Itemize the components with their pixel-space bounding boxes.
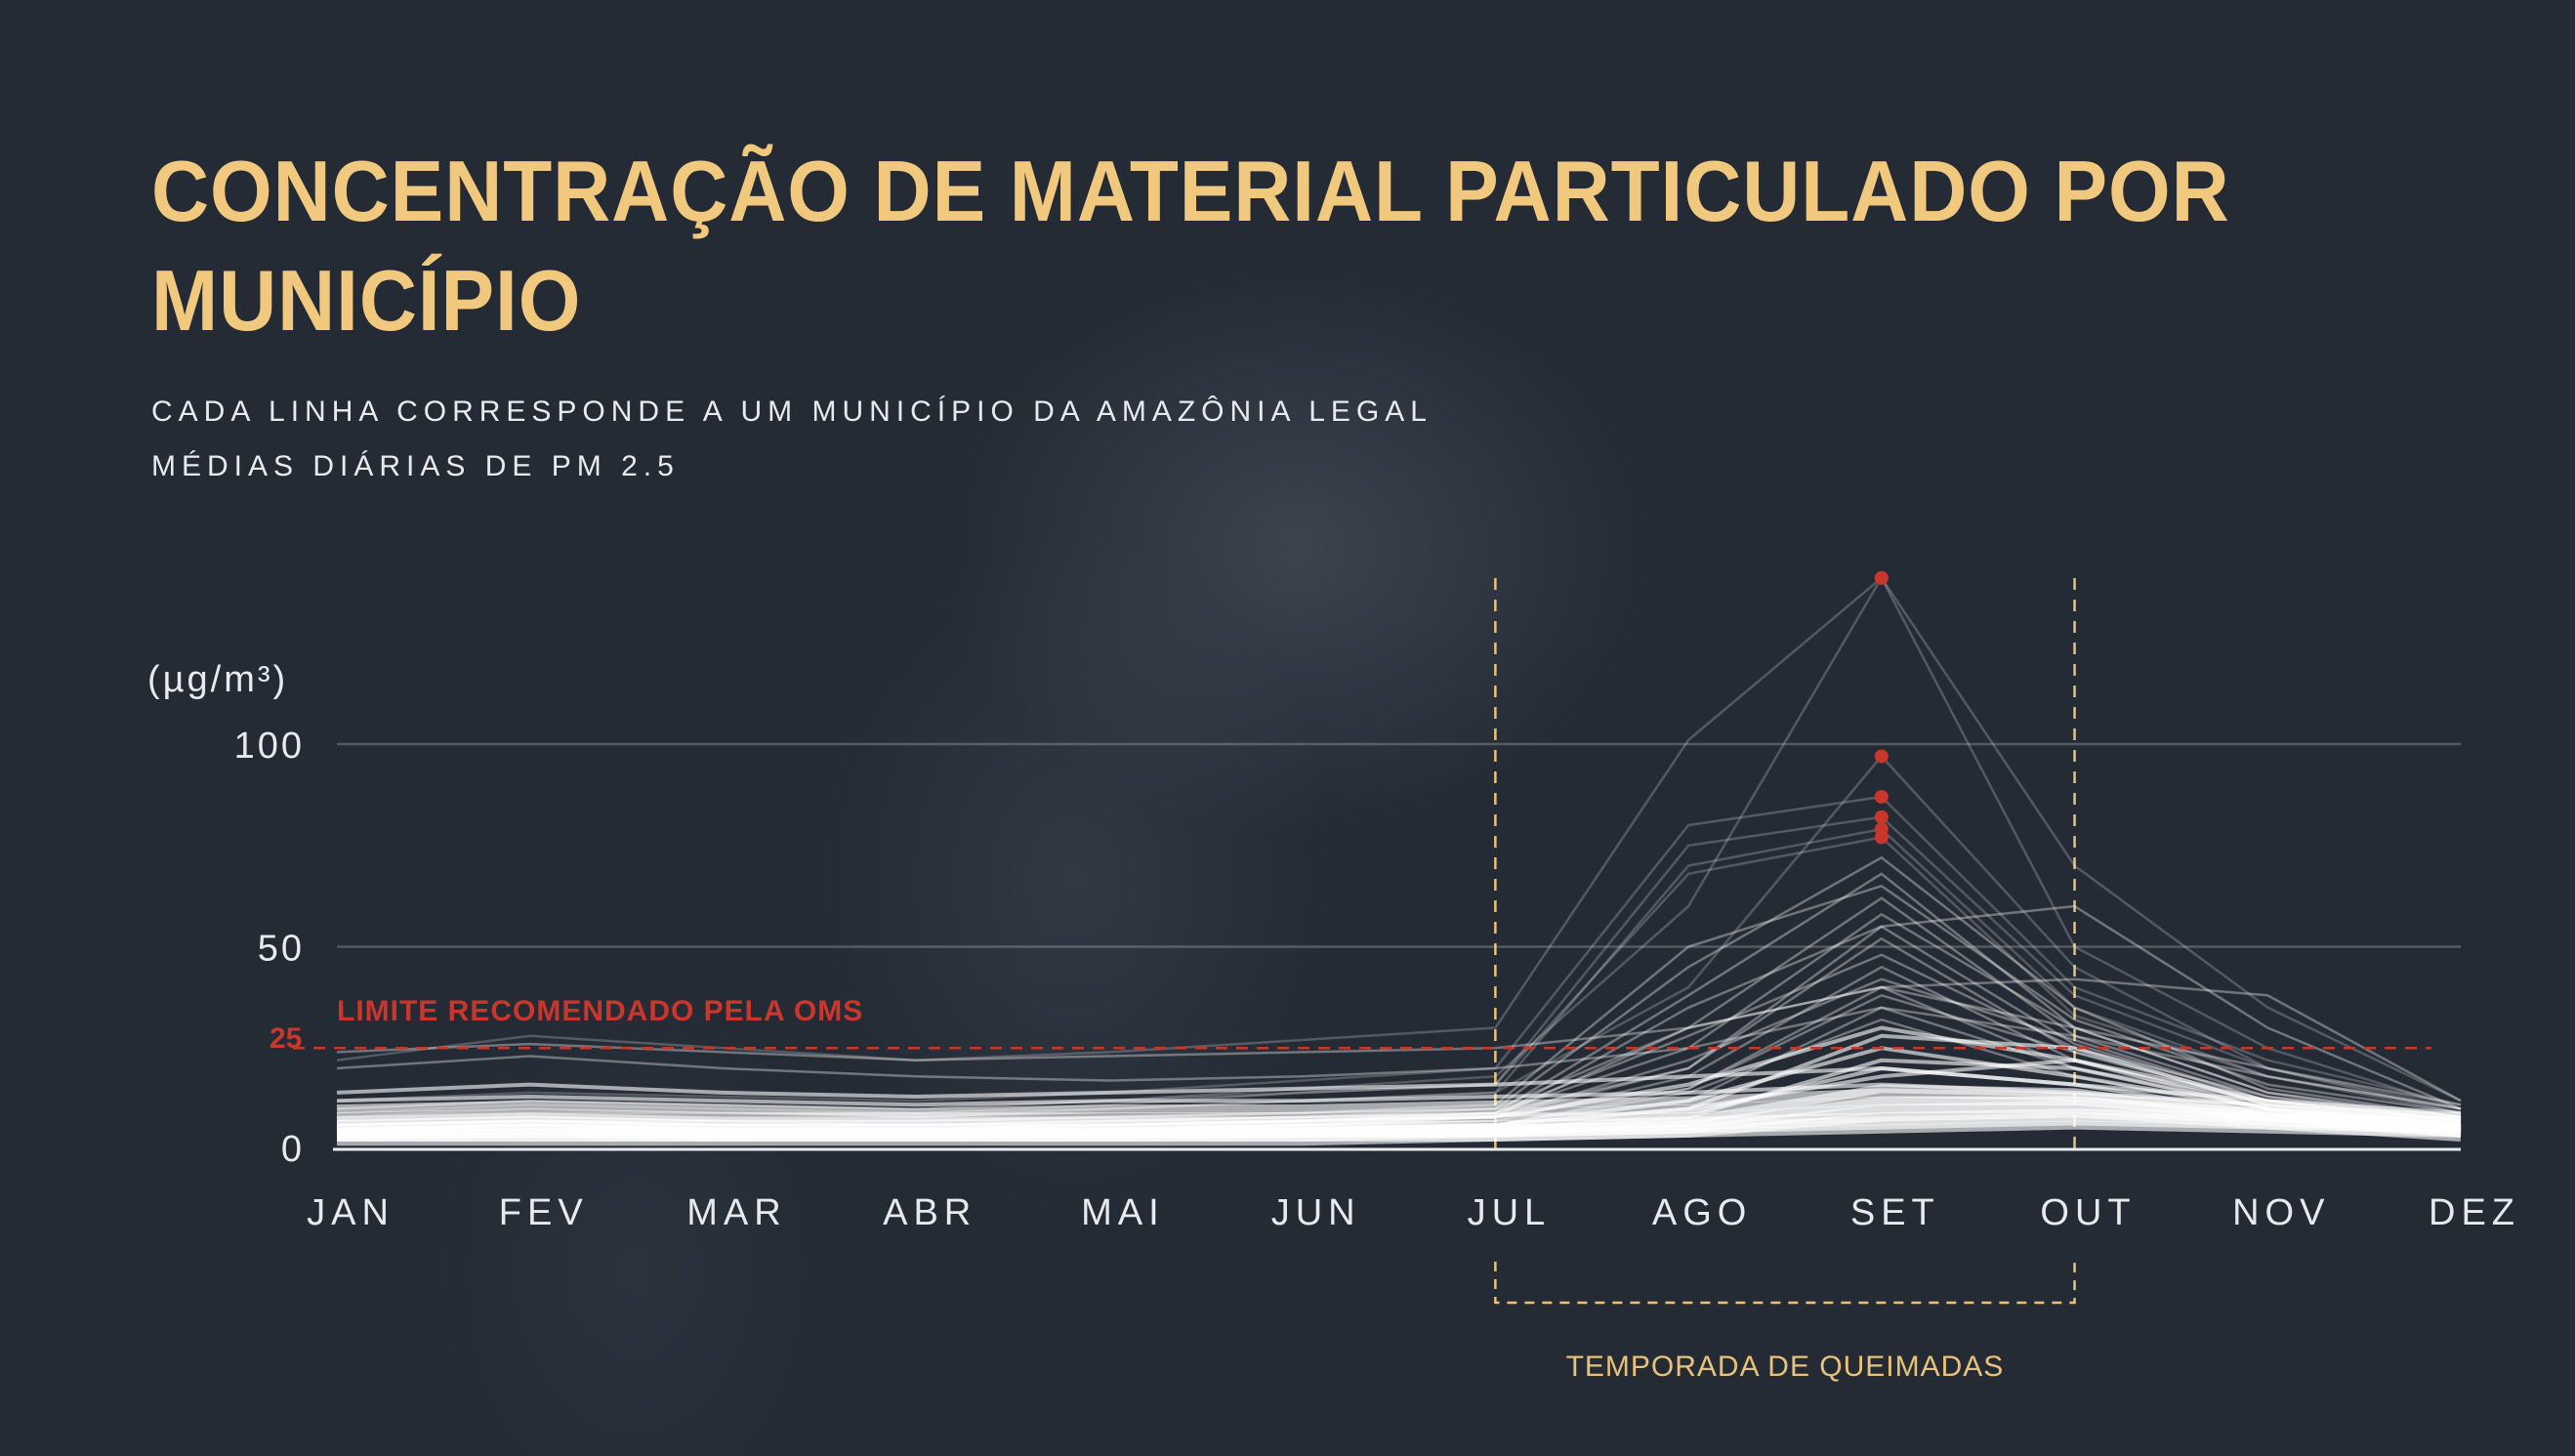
who-limit-tick-label: 25 (270, 1022, 302, 1055)
outlier-point (1874, 570, 1889, 585)
municipality-line (336, 576, 2462, 1110)
y-tick-label: 50 (258, 929, 305, 970)
x-tick-label: ABR (883, 1192, 976, 1233)
x-tick-label: SET (1850, 1192, 1940, 1233)
subtitle-line-2: MÉDIAS DIÁRIAS DE PM 2.5 (151, 450, 680, 482)
municipality-line (336, 795, 2462, 1106)
municipality-line (336, 1066, 2462, 1115)
x-tick-label: MAR (686, 1192, 786, 1233)
y-tick-label: 100 (234, 726, 305, 767)
x-tick-label: OUT (2040, 1192, 2136, 1233)
x-tick-label: NOV (2232, 1192, 2330, 1233)
x-tick-label: JUL (1468, 1192, 1552, 1233)
season-bracket (1494, 1262, 2076, 1305)
outlier-point (1874, 810, 1889, 824)
x-tick-label: JUN (1271, 1192, 1361, 1233)
x-tick-label: DEZ (2429, 1192, 2520, 1233)
season-label: TEMPORADA DE QUEIMADAS (1566, 1351, 2005, 1383)
x-tick-label: AGO (1652, 1192, 1752, 1233)
x-tick-label: MAI (1081, 1192, 1165, 1233)
x-tick-label: FEV (499, 1192, 589, 1233)
y-axis-label: (µg/m³) (147, 659, 288, 700)
outlier-point (1874, 749, 1889, 764)
outlier-point (1874, 789, 1889, 804)
outlier-point (1874, 830, 1889, 845)
municipality-line (336, 1120, 2462, 1142)
who-limit-label: LIMITE RECOMENDADO PELA OMS (337, 995, 863, 1027)
municipality-line (336, 985, 2462, 1106)
subtitle-line-1: CADA LINHA CORRESPONDE A UM MUNICÍPIO DA… (151, 395, 1433, 428)
y-tick-label: 0 (281, 1129, 305, 1170)
x-tick-label: JAN (307, 1192, 395, 1233)
municipality-line (336, 1006, 2462, 1110)
page-title: CONCENTRAÇÃO DE MATERIAL PARTICULADO POR… (151, 143, 2230, 349)
municipality-line (336, 576, 2462, 1102)
